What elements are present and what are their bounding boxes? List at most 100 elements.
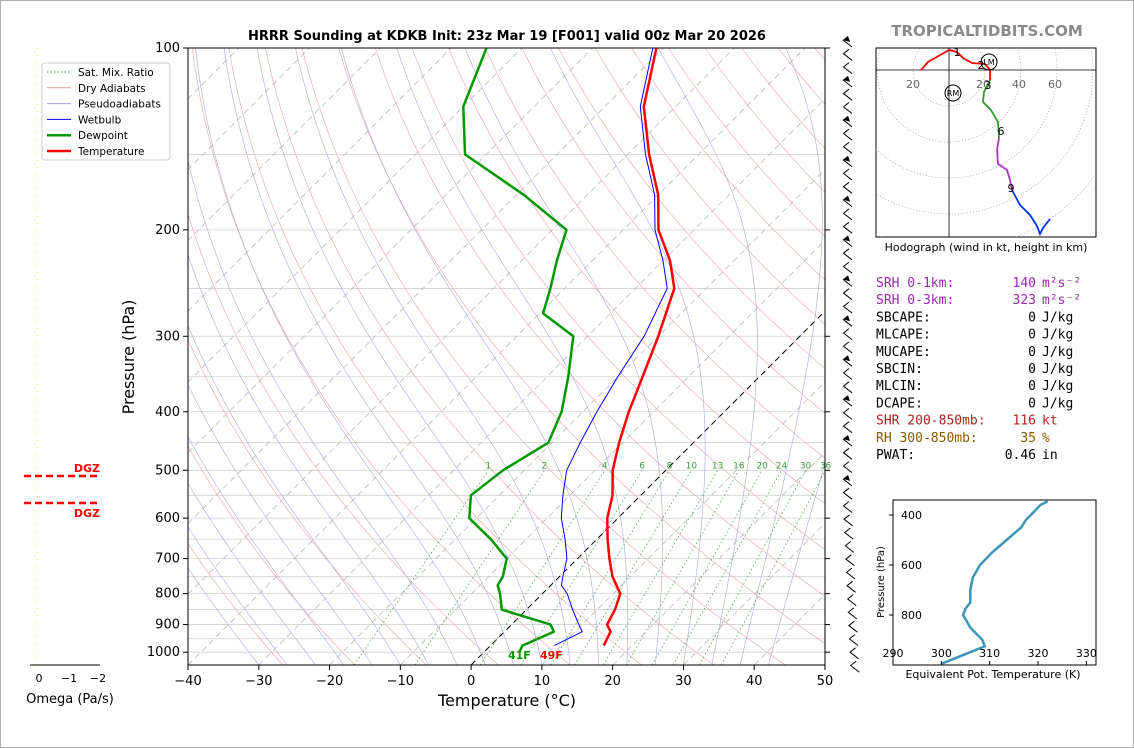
isotherm: [188, 48, 806, 665]
hodo-ring-label-20w: 20: [906, 78, 920, 91]
index-value: 0: [1028, 328, 1036, 343]
index-value: 140: [1013, 276, 1036, 291]
mixing-ratio-line: [414, 470, 545, 665]
theta-e-x-tick-label: 330: [1076, 647, 1097, 660]
wind-barb: [842, 261, 853, 274]
mixing-ratio-label: 16: [733, 461, 745, 471]
wind-barb: [842, 142, 853, 154]
dry-adiabat: [191, 48, 571, 665]
dry-adiabat: [411, 48, 825, 550]
index-value: 0: [1028, 362, 1036, 377]
pseudoadiabat: [188, 253, 429, 665]
omega-panel: DGZ DGZ 0 −1 −2 Omega (Pa/s): [24, 48, 114, 707]
index-name: MLCIN:: [876, 379, 923, 394]
isotherm: [541, 381, 825, 665]
hodograph-caption: Hodograph (wind in kt, height in km): [885, 241, 1088, 254]
pseudoadiabat: [657, 48, 758, 665]
x-tick-label: −10: [387, 674, 414, 689]
theta-e-y-label: Pressure (hPa): [876, 546, 887, 618]
wind-barbs: [842, 36, 860, 673]
index-unit: J/kg: [1042, 396, 1073, 411]
x-tick-label: 20: [604, 674, 621, 689]
y-tick-label: 300: [155, 329, 180, 344]
y-axis-label: Pressure (hPa): [119, 300, 138, 415]
index-name: DCAPE:: [876, 396, 923, 411]
wind-barb: [843, 527, 854, 540]
wind-barb: [842, 487, 853, 500]
index-unit: J/kg: [1042, 345, 1073, 360]
index-unit: in: [1042, 448, 1058, 463]
mixing-ratio-label: 10: [686, 461, 698, 471]
index-name: RH 300-850mb:: [876, 431, 978, 446]
isotherm: [258, 98, 825, 665]
legend-label: Pseudoadiabats: [78, 99, 161, 111]
pseudoadiabat: [223, 48, 514, 665]
x-tick-label: −20: [316, 674, 343, 689]
index-value: 35: [1020, 431, 1036, 446]
mixing-ratio-line: [520, 470, 643, 665]
index-value: 323: [1013, 293, 1036, 308]
legend-label: Sat. Mix. Ratio: [78, 67, 154, 79]
y-tick-label: 700: [155, 552, 180, 567]
mixing-ratio-line: [602, 470, 718, 665]
pseudoadiabat: [464, 48, 663, 665]
mixing-ratio-label: 30: [800, 461, 812, 471]
x-tick-label: 10: [534, 674, 551, 689]
wind-barb: [842, 501, 853, 513]
wind-barb: [842, 381, 853, 394]
wind-barb: [842, 48, 853, 61]
dry-adiabat: [484, 48, 825, 459]
isotherm: [612, 452, 825, 665]
hodograph-trace: [920, 49, 1051, 237]
index-unit: m²s⁻²: [1042, 276, 1081, 291]
dry-adiabat: [188, 542, 284, 665]
hodograph-segment: [996, 137, 1013, 191]
theta-e-profile: [940, 500, 1049, 665]
mixing-ratio-label: 6: [639, 461, 645, 471]
wind-barb: [842, 181, 853, 194]
wind-barb: [842, 62, 853, 74]
watermark: TROPICALTIDBITS.COM: [891, 22, 1083, 40]
wind-barb: [848, 620, 858, 633]
dry-adiabat: [558, 48, 825, 369]
wind-barb: [842, 248, 853, 261]
mixing-ratio-line: [626, 470, 740, 665]
theta-e-y-tick-label: 400: [901, 509, 922, 522]
mixing-ratio-labels: 1 2 4 6 8 10 13 16 20 24 30 36: [353, 461, 832, 665]
y-axis-ticks: 100 200 300 400 500 600 700 800 900 1000: [147, 41, 830, 660]
hodograph-segment: [920, 49, 991, 80]
wind-barb: [847, 607, 858, 620]
wind-barb: [845, 567, 856, 580]
isotherm: [470, 310, 825, 665]
surface-temperature-label: 49F: [540, 649, 563, 662]
wind-barb: [842, 195, 853, 207]
wind-barb: [842, 208, 853, 221]
wind-barb: [842, 301, 853, 314]
y-tick-label: 600: [155, 511, 180, 526]
x-tick-label: 50: [817, 674, 834, 689]
wind-barb: [842, 75, 853, 88]
theta-e-y-tick-label: 800: [901, 609, 922, 622]
index-unit: J/kg: [1042, 379, 1073, 394]
pseudoadiabat: [396, 48, 629, 665]
wind-barb: [842, 461, 853, 473]
index-value: 0: [1028, 310, 1036, 325]
dry-adiabat: [228, 48, 642, 665]
background-lines: [188, 48, 825, 665]
mixing-ratio-label: 24: [776, 461, 788, 471]
x-tick-label: 30: [675, 674, 692, 689]
theta-e-y-tick-label: 600: [901, 559, 922, 572]
y-tick-label: 1000: [147, 645, 180, 660]
x-tick-label: −30: [245, 674, 272, 689]
wind-barb: [842, 102, 853, 114]
index-name: SBCIN:: [876, 362, 923, 377]
hodo-height-3: 3: [985, 79, 992, 92]
wind-barb: [842, 115, 853, 128]
pseudoadiabat: [195, 48, 486, 665]
index-value: 0: [1028, 396, 1036, 411]
wind-barb: [842, 355, 853, 367]
mixing-ratio-line: [479, 470, 606, 665]
mixing-ratio-label: 13: [712, 461, 723, 471]
wind-barb: [842, 435, 853, 447]
legend: Sat. Mix. Ratio Dry Adiabats Pseudoadiabat…: [41, 62, 171, 161]
